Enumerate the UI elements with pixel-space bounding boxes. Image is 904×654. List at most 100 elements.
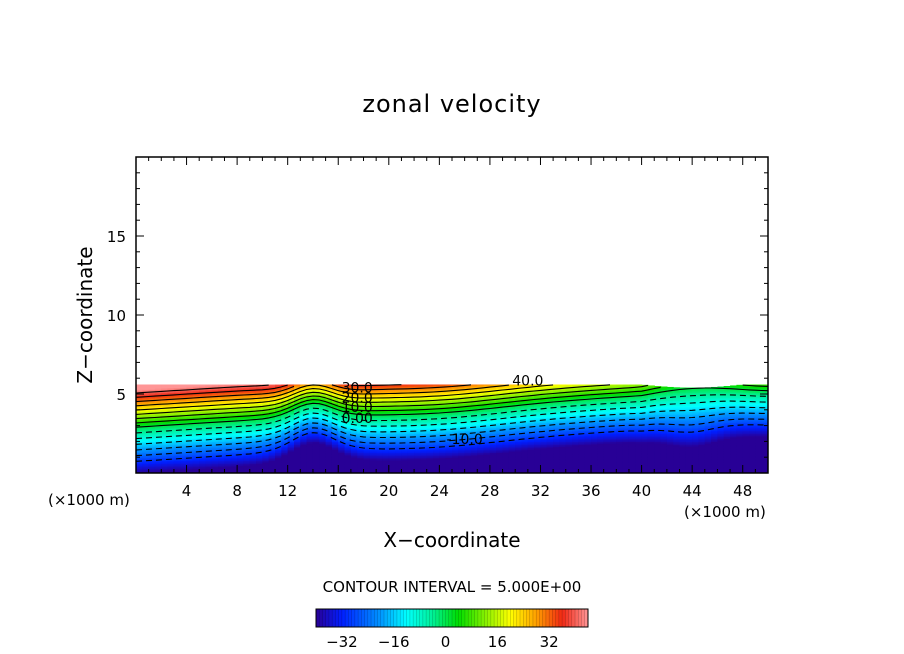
field-cell [319,458,327,461]
field-cell [426,447,434,450]
field-cell [237,403,245,406]
field-cell [331,436,339,439]
field-cell [262,457,270,460]
field-cell [502,387,510,390]
field-cell [369,428,377,431]
field-cell [224,450,232,454]
field-cell [622,386,630,389]
field-cell [603,439,611,442]
field-cell [338,457,346,460]
field-cell [395,428,403,431]
field-cell [401,384,409,386]
field-cell [262,420,270,424]
field-cell [654,455,662,458]
field-cell [180,435,188,438]
field-cell [420,405,428,408]
field-cell [319,450,327,454]
field-cell [584,419,592,422]
field-cell [331,449,339,452]
field-cell [515,457,523,460]
field-cell [647,471,655,473]
field-cell [641,398,649,401]
field-cell [597,441,605,444]
field-cell [376,398,384,401]
field-cell [237,424,245,427]
field-cell [666,408,674,411]
field-cell [338,414,346,417]
field-cell [527,390,535,394]
field-cell [376,395,384,398]
field-cell [401,469,409,473]
field-cell [445,465,453,468]
field-cell [344,386,352,389]
field-cell [521,461,529,465]
field-cell [344,436,352,439]
field-cell [546,420,554,424]
field-cell [426,401,434,405]
field-cell [546,446,554,449]
field-cell [192,398,200,401]
field-cell [496,455,504,458]
field-cell [205,430,213,433]
field-cell [673,444,681,447]
field-cell [224,463,232,466]
field-cell [401,471,409,473]
field-cell [363,400,371,403]
field-cell [275,408,282,411]
field-cell [294,457,301,460]
field-cell [376,408,384,411]
field-cell [312,403,320,406]
field-cell [294,417,301,420]
field-cell [249,405,257,408]
field-cell [610,447,617,450]
field-cell [679,397,687,400]
field-cell [344,454,352,457]
field-cell [458,466,466,469]
field-cell [584,433,592,436]
field-cell [192,460,200,463]
field-cell [439,457,447,460]
field-cell [685,433,693,436]
field-cell [192,428,200,431]
field-cell [268,384,276,387]
field-cell [578,463,586,466]
field-cell [414,468,421,471]
field-cell [281,435,289,438]
field-cell [685,419,693,422]
field-cell [635,471,643,473]
field-cell [363,457,371,460]
field-cell [591,422,598,425]
field-cell [249,400,257,403]
field-cell [382,458,390,461]
field-cell [477,428,485,431]
field-cell [306,392,314,395]
field-cell [173,386,181,389]
field-cell [673,447,681,450]
field-cell [622,417,630,420]
field-cell [154,397,162,400]
field-cell [180,436,188,439]
field-cell [565,420,573,424]
field-cell [445,431,453,435]
field-cell [167,412,175,416]
field-cell [243,444,251,447]
field-cell [628,450,636,454]
field-cell [268,435,276,438]
field-cell [426,427,434,430]
field-cell [218,397,226,400]
field-cell [534,457,542,460]
field-cell [294,455,301,458]
field-cell [508,452,516,455]
field-cell [641,441,649,444]
field-cell [382,398,390,401]
field-cell [180,428,188,431]
field-cell [401,463,409,466]
field-cell [344,457,352,460]
field-cell [401,416,409,419]
field-cell [628,436,636,439]
field-cell [673,392,681,395]
field-cell [628,431,636,435]
field-cell [148,384,156,386]
field-cell [540,439,548,442]
field-cell [148,409,156,412]
